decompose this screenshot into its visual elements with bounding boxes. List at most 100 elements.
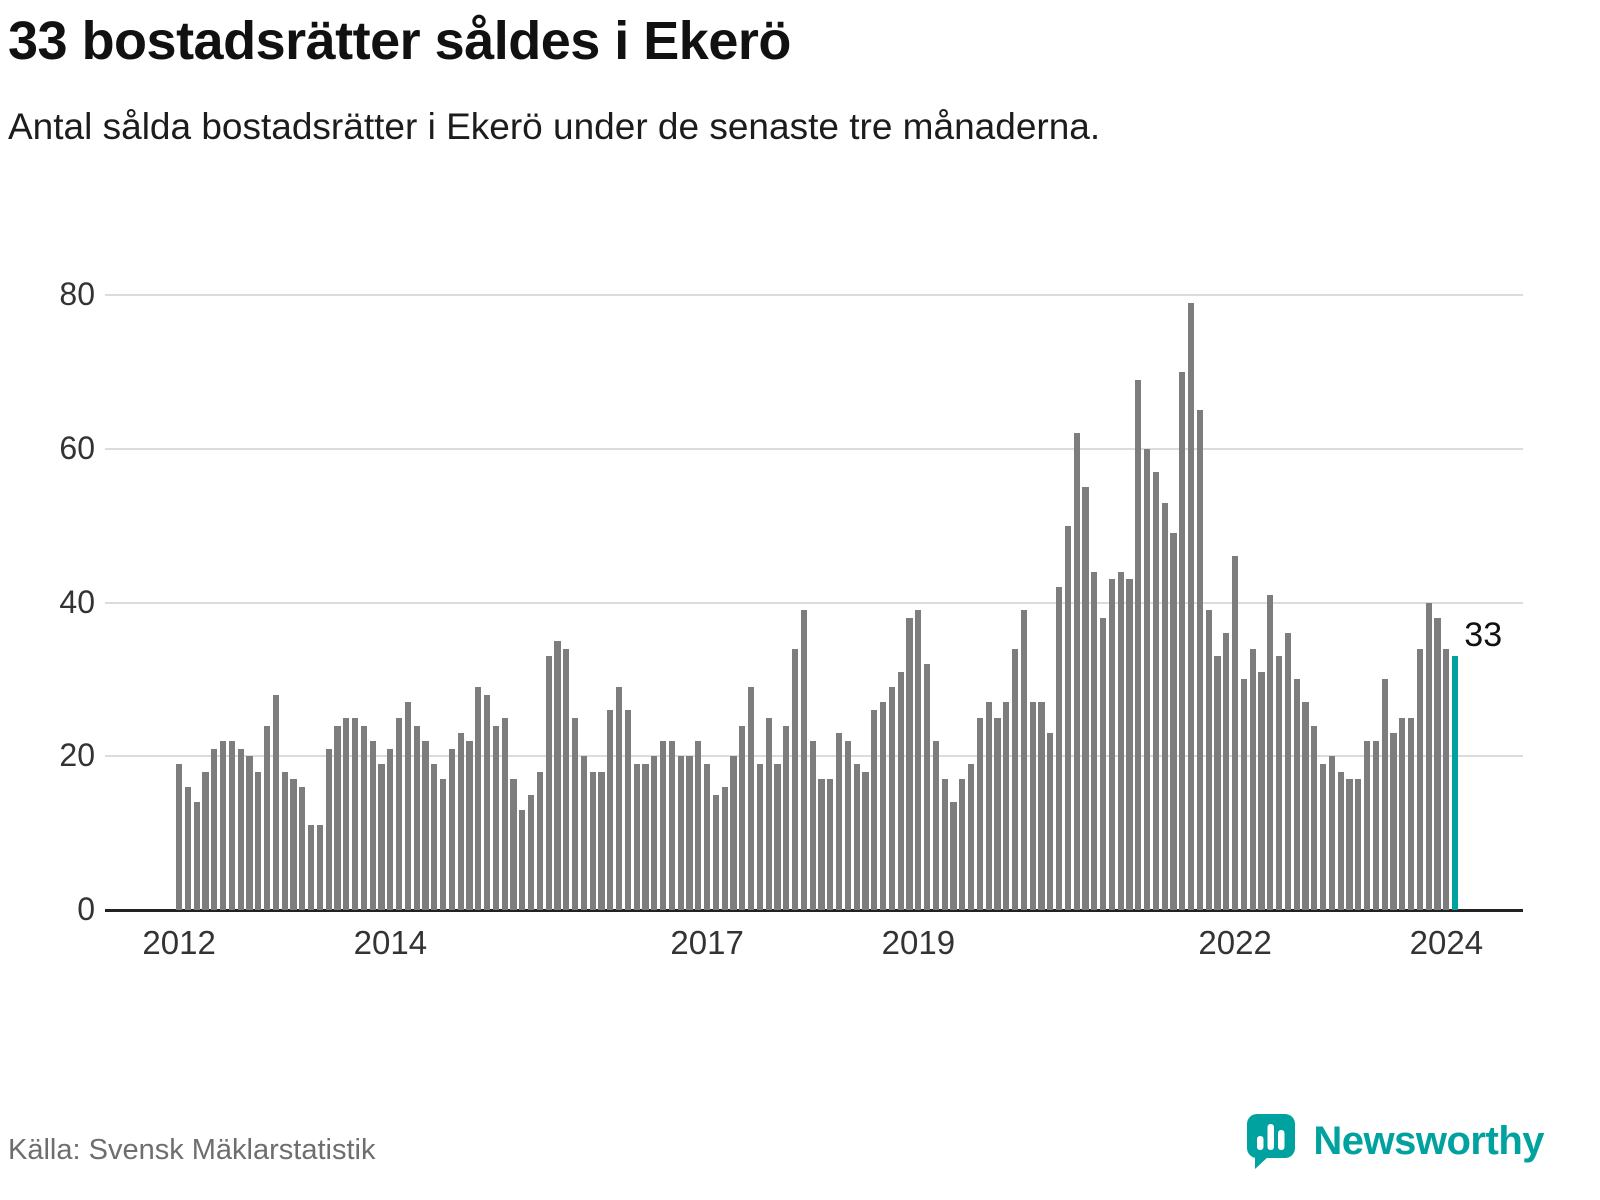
bar [325, 748, 332, 910]
bar [783, 725, 790, 910]
bar [1408, 717, 1415, 910]
bar [316, 825, 324, 910]
bar [413, 725, 420, 910]
bar [492, 725, 500, 910]
bar [792, 648, 799, 910]
bar [1240, 679, 1248, 910]
y-tick-label-60: 60 [59, 429, 95, 466]
bar [396, 717, 403, 910]
bar [642, 763, 649, 910]
bar [1214, 656, 1221, 910]
x-tick-label-2014: 2014 [353, 924, 428, 961]
bar [580, 756, 588, 910]
bar [686, 756, 693, 910]
bar [457, 733, 464, 910]
bar [369, 740, 376, 910]
bar [264, 725, 271, 910]
bar [1126, 579, 1133, 910]
bar [836, 733, 843, 910]
bar [624, 710, 632, 910]
bar [1390, 733, 1397, 910]
bar-highlighted [1452, 656, 1459, 910]
bar [906, 617, 913, 910]
bar [1364, 740, 1371, 910]
bar [739, 725, 746, 910]
bar [1152, 471, 1160, 910]
gridline-80 [105, 294, 1523, 296]
bar [343, 717, 350, 910]
bar [853, 763, 860, 910]
bar [959, 779, 966, 910]
chart-subtitle: Antal sålda bostadsrätter i Ekerö under … [8, 106, 1101, 147]
bar [950, 802, 957, 910]
bar [475, 687, 482, 910]
bar [448, 748, 456, 910]
y-tick-label-0: 0 [77, 891, 95, 927]
bar [501, 717, 508, 910]
bar [1091, 571, 1098, 910]
x-tick-label-2012: 2012 [142, 924, 216, 961]
gridline-60 [105, 447, 1523, 450]
bar [466, 740, 473, 910]
bar [1170, 533, 1177, 910]
bar [510, 779, 517, 910]
bar [844, 740, 852, 910]
bar [774, 763, 781, 910]
bar [748, 687, 755, 910]
bar [528, 794, 535, 910]
bar [1232, 556, 1239, 910]
bar [1188, 302, 1195, 910]
bar [1108, 579, 1116, 910]
last-value-label: 33 [1464, 616, 1503, 655]
bar [1205, 610, 1212, 910]
bar [1267, 594, 1274, 910]
bar [730, 756, 737, 910]
chart-title: 33 bostadsrätter såldes i Ekerö [8, 11, 791, 71]
bar [228, 740, 236, 910]
bar [220, 740, 227, 910]
bar [721, 787, 728, 910]
bar [1003, 702, 1010, 910]
x-tick-label-2017: 2017 [670, 924, 744, 961]
bar [924, 664, 931, 910]
newsworthy-logo: Newsworthy [1243, 1112, 1544, 1170]
bar [1020, 610, 1028, 910]
bar [1249, 648, 1256, 910]
bar [1196, 410, 1204, 910]
newsworthy-icon [1247, 1114, 1296, 1169]
gridline-40 [105, 601, 1523, 604]
bar [1293, 679, 1300, 910]
bar [1056, 587, 1063, 910]
bar [572, 717, 579, 910]
bar [334, 725, 341, 910]
bar [888, 687, 896, 910]
bar [378, 763, 385, 910]
bar [695, 740, 702, 910]
x-tick-label-2022: 2022 [1198, 924, 1272, 961]
source-text: Källa: Svensk Mäklarstatistik [8, 1134, 376, 1166]
x-axis-line [105, 909, 1523, 912]
bar [202, 771, 209, 910]
bar [1372, 740, 1380, 910]
bar [1443, 648, 1450, 910]
bar [431, 763, 438, 910]
bar [871, 710, 878, 910]
bar [1082, 487, 1089, 910]
bar [1284, 633, 1292, 910]
bar [1012, 648, 1019, 910]
bar [809, 740, 816, 910]
bar [1425, 602, 1432, 910]
bar [616, 687, 623, 910]
bar [1328, 756, 1336, 910]
bar [756, 763, 764, 910]
bar [589, 771, 596, 910]
bar [193, 802, 200, 910]
bar [1302, 702, 1309, 910]
bar [1258, 671, 1265, 910]
bar [1135, 379, 1142, 910]
bar [660, 740, 667, 910]
bar [440, 779, 447, 910]
bar [932, 740, 940, 910]
bar [211, 748, 218, 910]
